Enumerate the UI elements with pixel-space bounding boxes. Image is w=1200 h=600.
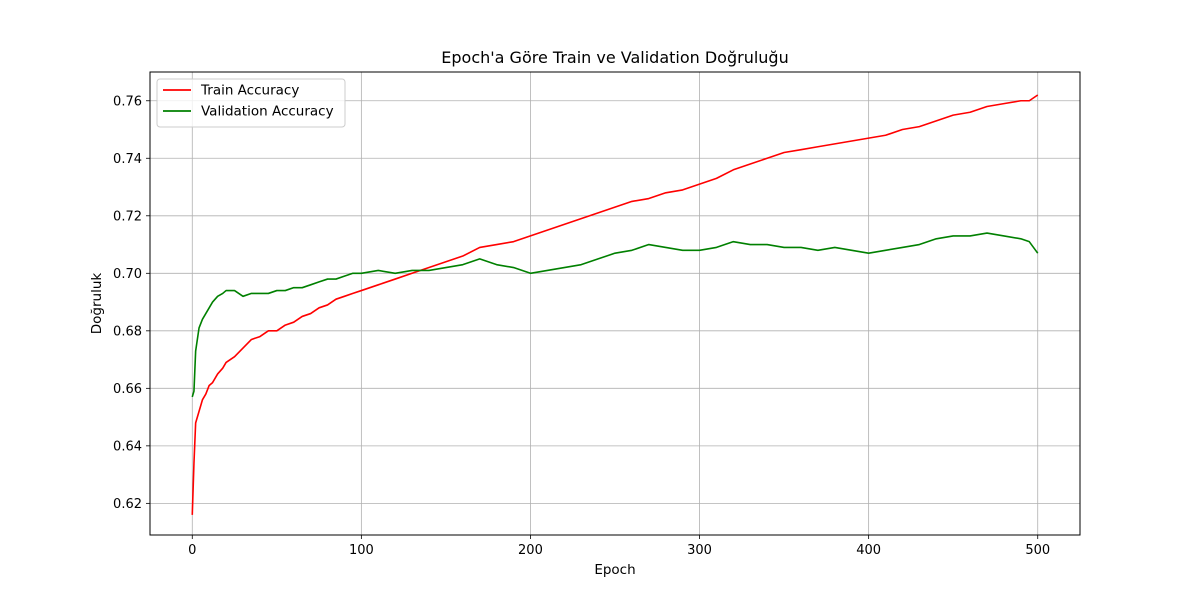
series-line-validation-accuracy [191, 232, 1039, 398]
y-tick-label: 0.64 [113, 439, 142, 454]
x-tick-label: 200 [518, 543, 543, 558]
y-tick-label: 0.66 [113, 382, 142, 397]
legend-box [156, 78, 346, 128]
x-tick-label: 500 [1025, 543, 1050, 558]
series-layer [191, 94, 1039, 515]
ticks: 0 100 200 300 400 500 0.62 0.64 0.66 0.68 0.70 0.72… [113, 94, 1050, 558]
legend-label-validation-accuracy: Validation Accuracy [201, 104, 334, 120]
y-tick-label: 0.68 [113, 324, 142, 339]
legend: Train Accuracy Validation Accuracy [156, 78, 346, 128]
series-line-train-accuracy [191, 94, 1039, 515]
y-tick-label: 0.74 [113, 152, 142, 167]
y-tick-label: 0.72 [113, 209, 142, 224]
x-tick-label: 0 [188, 543, 196, 558]
y-tick-label: 0.62 [113, 497, 142, 512]
y-tick-label: 0.76 [113, 94, 142, 109]
x-tick-label: 300 [687, 543, 712, 558]
chart-title: Epoch'a Göre Train ve Validation Doğrulu… [441, 48, 788, 67]
grid [150, 72, 1080, 535]
legend-label-train-accuracy: Train Accuracy [200, 83, 299, 99]
x-axis-label: Epoch [594, 562, 635, 578]
y-axis-label: Doğruluk [89, 273, 105, 335]
x-tick-label: 400 [856, 543, 881, 558]
y-tick-label: 0.70 [113, 267, 142, 282]
x-tick-label: 100 [349, 543, 374, 558]
plot-frame [149, 71, 1081, 536]
